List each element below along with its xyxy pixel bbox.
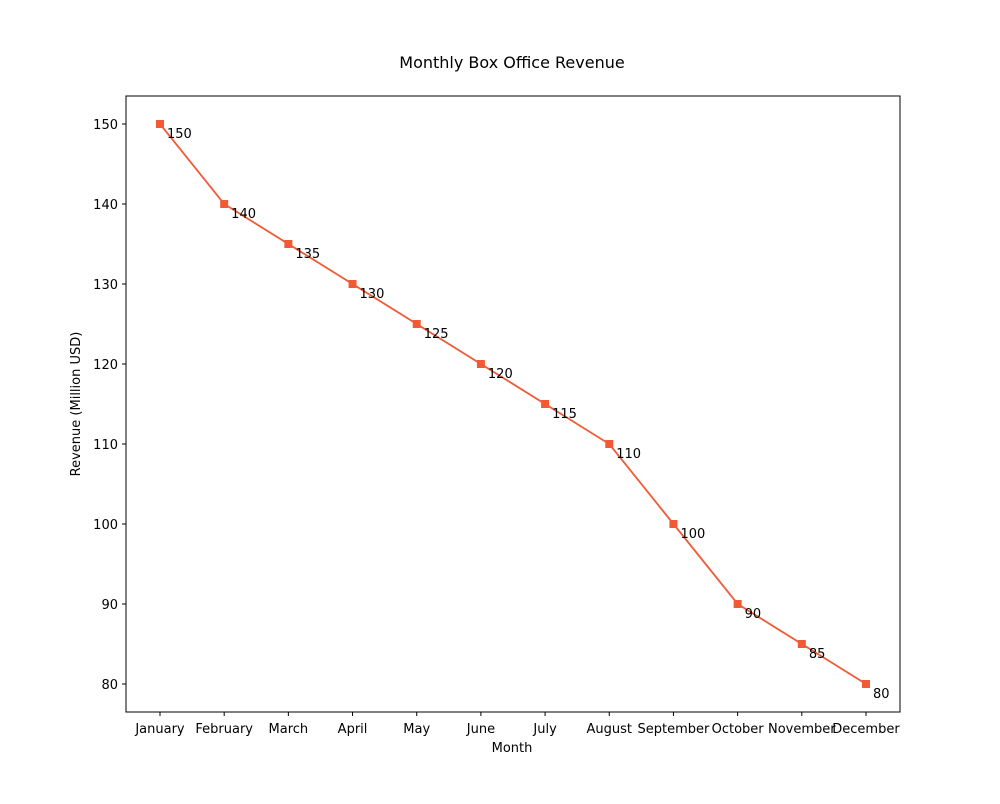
series-line bbox=[159, 123, 867, 685]
data-label: 90 bbox=[745, 607, 762, 622]
y-tick-label: 140 bbox=[93, 198, 118, 213]
data-label: 115 bbox=[552, 407, 577, 422]
x-tick-label: February bbox=[195, 722, 253, 737]
plot-area-frame bbox=[125, 95, 901, 713]
data-label: 135 bbox=[295, 247, 320, 262]
y-tick-label: 90 bbox=[101, 598, 118, 613]
y-tick-label: 150 bbox=[93, 118, 118, 133]
y-tick-label: 110 bbox=[93, 438, 118, 453]
data-label: 150 bbox=[167, 127, 192, 142]
data-point-marker bbox=[220, 200, 229, 208]
data-point-marker bbox=[476, 360, 485, 368]
y-axis-label: Revenue (Million USD) bbox=[69, 332, 84, 477]
data-point-marker bbox=[669, 520, 678, 528]
data-labels: 150 140 135 130 125 120 115 110 100 90 85 80 bbox=[167, 127, 890, 702]
data-point-marker bbox=[541, 400, 550, 408]
data-point-marker bbox=[862, 680, 870, 688]
data-series bbox=[156, 120, 870, 688]
x-tick-label: March bbox=[269, 722, 309, 737]
x-tick-label: December bbox=[832, 722, 900, 737]
data-point-marker bbox=[348, 280, 357, 288]
x-tick-label: November bbox=[768, 722, 836, 737]
x-tick-label: April bbox=[338, 722, 368, 737]
y-tick-label: 120 bbox=[93, 358, 118, 373]
data-point-marker bbox=[284, 240, 293, 248]
data-label: 130 bbox=[360, 287, 385, 302]
data-label: 120 bbox=[488, 367, 513, 382]
y-tick-label: 130 bbox=[93, 278, 118, 293]
data-label: 125 bbox=[424, 327, 449, 342]
x-tick-label: October bbox=[712, 722, 765, 737]
data-point-marker bbox=[605, 440, 614, 448]
x-tick-label: August bbox=[587, 722, 633, 737]
data-point-marker bbox=[797, 640, 806, 648]
x-tick-label: January bbox=[134, 722, 185, 737]
y-tick-label: 100 bbox=[93, 518, 118, 533]
x-tick-label: June bbox=[466, 722, 495, 737]
x-tick-label: May bbox=[403, 722, 430, 737]
x-tick-label: July bbox=[532, 722, 557, 737]
data-point-marker bbox=[156, 120, 164, 128]
x-tick-label: September bbox=[638, 722, 711, 737]
y-tick-label: 80 bbox=[101, 678, 118, 693]
data-point-marker bbox=[412, 320, 421, 328]
data-point-marker bbox=[733, 600, 742, 608]
x-axis-label: Month bbox=[492, 741, 533, 756]
data-label: 110 bbox=[616, 447, 641, 462]
data-label: 100 bbox=[680, 527, 705, 542]
axis-ticks: January February March April May June July Augu… bbox=[93, 118, 900, 737]
data-label: 140 bbox=[231, 207, 256, 222]
data-label: 80 bbox=[873, 687, 890, 702]
data-label: 85 bbox=[809, 647, 826, 662]
chart-title: Monthly Box Office Revenue bbox=[399, 53, 624, 72]
